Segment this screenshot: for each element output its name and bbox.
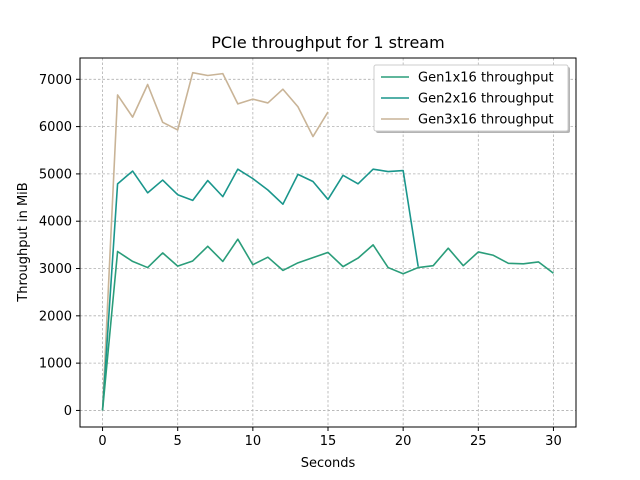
x-tick-label: 15 (320, 434, 337, 449)
x-tick-label: 0 (98, 434, 106, 449)
x-tick-label: 25 (470, 434, 487, 449)
series-line-2 (101, 168, 419, 411)
y-axis-label: Throughput in MiB (16, 182, 31, 302)
y-tick-label: 7000 (39, 73, 72, 88)
y-tick-label: 4000 (39, 215, 72, 230)
x-axis-label: Seconds (301, 456, 356, 471)
series-line-3 (101, 71, 329, 411)
legend-label: Gen3x16 throughput (418, 113, 554, 128)
y-tick-label: 2000 (39, 309, 72, 324)
x-tick-label: 5 (174, 434, 182, 449)
y-tick-label: 3000 (39, 262, 72, 277)
legend-label: Gen1x16 throughput (418, 71, 554, 86)
axis-ticks: 0 5 10 15 20 25 30 0 1000 2000 3000 4000 5000 6000 700… (39, 73, 562, 449)
y-tick-label: 6000 (39, 120, 72, 135)
series-line-1 (101, 238, 554, 411)
y-tick-label: 5000 (39, 167, 72, 182)
legend-label: Gen2x16 throughput (418, 92, 554, 107)
x-tick-label: 10 (245, 434, 262, 449)
y-tick-label: 0 (64, 404, 72, 419)
series-lines (101, 71, 554, 411)
grid (80, 58, 576, 427)
legend: Gen1x16 throughput Gen2x16 throughput Gen3… (373, 64, 570, 133)
legend-box (373, 64, 569, 132)
y-tick-label: 1000 (39, 357, 72, 372)
x-tick-label: 30 (545, 434, 562, 449)
chart-title: PCIe throughput for 1 stream (211, 33, 444, 52)
x-tick-label: 20 (395, 434, 412, 449)
